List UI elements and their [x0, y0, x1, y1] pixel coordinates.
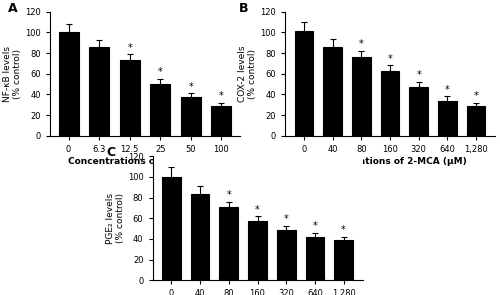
Bar: [248, 221, 267, 280]
Text: *: *: [158, 67, 162, 77]
Text: *: *: [341, 225, 346, 235]
Bar: [89, 47, 109, 136]
Text: *: *: [128, 42, 132, 53]
X-axis label: Concentrations of 2-MCA (μM): Concentrations of 2-MCA (μM): [313, 157, 467, 165]
Bar: [324, 47, 342, 136]
Text: *: *: [445, 85, 450, 95]
Bar: [410, 87, 428, 136]
Bar: [150, 84, 170, 136]
Text: C: C: [106, 146, 116, 159]
Text: *: *: [188, 82, 193, 92]
Text: *: *: [359, 40, 364, 50]
Bar: [467, 106, 485, 136]
Text: A: A: [8, 2, 18, 15]
Bar: [58, 32, 78, 136]
Bar: [162, 177, 180, 280]
Text: *: *: [474, 91, 478, 101]
Text: *: *: [416, 71, 421, 81]
X-axis label: Concentrations of 2-MCA (μM): Concentrations of 2-MCA (μM): [68, 157, 222, 165]
Y-axis label: COX-2 levels
(% control): COX-2 levels (% control): [238, 45, 258, 102]
Text: B: B: [239, 2, 248, 15]
Y-axis label: PGE₂ levels
(% control): PGE₂ levels (% control): [106, 193, 125, 244]
Bar: [294, 32, 313, 136]
Bar: [191, 194, 210, 280]
Bar: [120, 60, 140, 136]
Bar: [334, 240, 353, 280]
Text: *: *: [255, 205, 260, 215]
Text: *: *: [219, 91, 224, 101]
Bar: [181, 97, 201, 136]
Bar: [306, 237, 324, 280]
Text: *: *: [284, 214, 288, 224]
Bar: [438, 101, 456, 136]
Text: *: *: [312, 221, 318, 231]
Bar: [220, 207, 238, 280]
Bar: [212, 106, 232, 136]
Text: *: *: [226, 190, 231, 200]
Bar: [352, 57, 370, 136]
Text: *: *: [388, 54, 392, 64]
Bar: [277, 230, 295, 280]
Y-axis label: NF-κB levels
(% control): NF-κB levels (% control): [3, 46, 22, 102]
Bar: [380, 71, 400, 136]
